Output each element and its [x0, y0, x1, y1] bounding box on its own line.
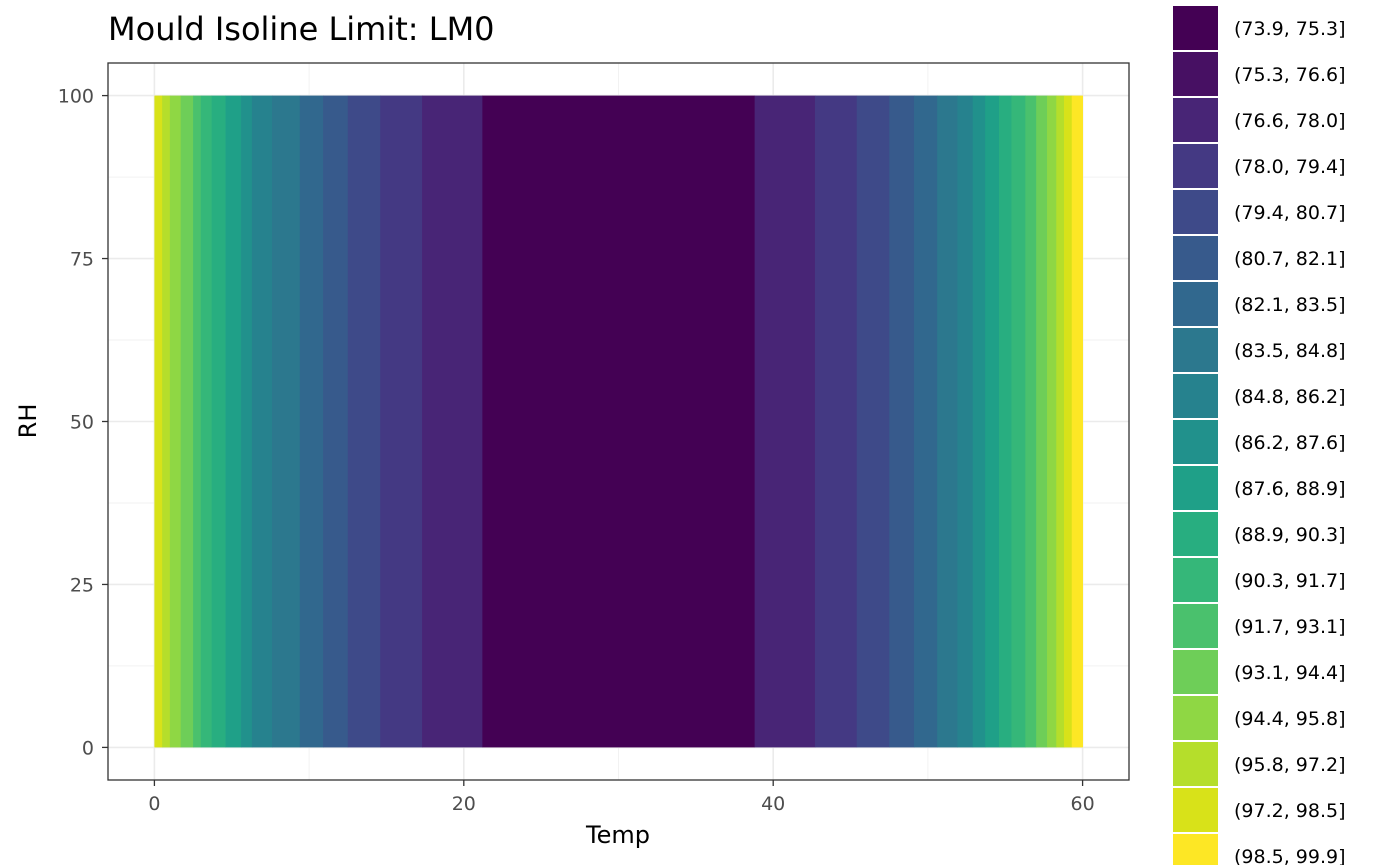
legend-label: (93.1, 94.4] [1234, 662, 1346, 684]
legend-key [1173, 742, 1218, 786]
legend-key [1173, 604, 1218, 648]
legend-label: (95.8, 97.2] [1234, 754, 1346, 776]
heat-bands [154, 95, 1083, 748]
legend-key [1173, 834, 1218, 865]
legend-label: (73.9, 75.3] [1234, 18, 1346, 40]
heat-band [999, 95, 1012, 748]
heat-band [200, 95, 213, 748]
heat-band [856, 95, 890, 748]
heat-band [169, 95, 182, 748]
heat-band [241, 95, 253, 748]
heat-band [1011, 95, 1026, 748]
legend-key [1173, 374, 1218, 418]
chart-title: Mould Isoline Limit: LM0 [108, 10, 495, 48]
heat-band [225, 95, 242, 748]
heat-band [1047, 95, 1057, 748]
y-tick-label: 25 [70, 574, 94, 596]
legend-label: (90.3, 91.7] [1234, 570, 1346, 592]
legend-key [1173, 98, 1218, 142]
axis-ticks: 0 20 40 60 0 25 50 75 100 [58, 86, 1095, 815]
heat-band [957, 95, 974, 748]
legend-label: (82.1, 83.5] [1234, 294, 1346, 316]
heat-band [985, 95, 1000, 748]
heat-band [972, 95, 986, 748]
x-tick-label: 0 [148, 793, 160, 815]
y-tick-label: 0 [82, 737, 94, 759]
heat-band [814, 95, 858, 748]
heat-band [913, 95, 938, 748]
x-axis-title: Temp [585, 821, 650, 849]
heat-band [154, 95, 163, 748]
heat-band [754, 95, 816, 748]
heat-band [211, 95, 226, 748]
legend-key [1173, 328, 1218, 372]
heat-band [1025, 95, 1037, 748]
heat-band [937, 95, 958, 748]
heat-band [1071, 95, 1083, 748]
heat-band [251, 95, 273, 748]
legend-label: (80.7, 82.1] [1234, 248, 1346, 270]
legend-key [1173, 236, 1218, 280]
legend-key [1173, 420, 1218, 464]
heat-band [422, 95, 483, 748]
legend-key [1173, 190, 1218, 234]
legend-key [1173, 650, 1218, 694]
heat-band [180, 95, 194, 748]
x-tick-label: 20 [452, 793, 476, 815]
legend-key [1173, 558, 1218, 602]
legend-key [1173, 6, 1218, 50]
x-tick-label: 60 [1070, 793, 1094, 815]
legend-label: (98.5, 99.9] [1234, 846, 1346, 865]
legend-label: (86.2, 87.6] [1234, 432, 1346, 454]
legend-key [1173, 466, 1218, 510]
legend-key [1173, 282, 1218, 326]
heat-band [162, 95, 171, 748]
legend-label: (91.7, 93.1] [1234, 616, 1346, 638]
legend-label: (87.6, 88.9] [1234, 478, 1346, 500]
y-tick-label: 100 [58, 86, 94, 108]
legend-label: (79.4, 80.7] [1234, 202, 1346, 224]
heat-band [193, 95, 202, 748]
legend-label: (97.2, 98.5] [1234, 800, 1346, 822]
y-axis-title: RH [14, 404, 42, 439]
heat-band [299, 95, 324, 748]
x-tick-label: 40 [761, 793, 785, 815]
legend: (73.9, 75.3] (75.3, 76.6] (76.6, 78.0] (78.… [1173, 6, 1346, 865]
legend-label: (83.5, 84.8] [1234, 340, 1346, 362]
legend-label: (75.3, 76.6] [1234, 64, 1346, 86]
legend-label: (94.4, 95.8] [1234, 708, 1346, 730]
heat-band [889, 95, 915, 748]
legend-key [1173, 788, 1218, 832]
heat-band [1064, 95, 1073, 748]
heat-band [271, 95, 301, 748]
heat-band [323, 95, 349, 748]
legend-key [1173, 144, 1218, 188]
legend-label: (88.9, 90.3] [1234, 524, 1346, 546]
heat-band [347, 95, 381, 748]
legend-label: (84.8, 86.2] [1234, 386, 1346, 408]
legend-key [1173, 696, 1218, 740]
legend-label: (76.6, 78.0] [1234, 110, 1346, 132]
heat-band [1056, 95, 1065, 748]
legend-label: (78.0, 79.4] [1234, 156, 1346, 178]
legend-key [1173, 512, 1218, 556]
legend-key [1173, 52, 1218, 96]
heat-band [482, 95, 756, 748]
y-tick-label: 75 [70, 249, 94, 271]
heat-band [380, 95, 423, 748]
y-tick-label: 50 [70, 412, 94, 434]
heat-band [1036, 95, 1048, 748]
